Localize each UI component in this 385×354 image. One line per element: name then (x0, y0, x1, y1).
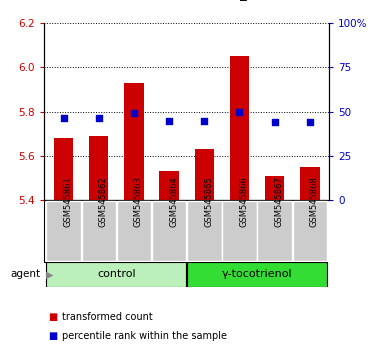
Text: GSM545864: GSM545864 (169, 177, 178, 227)
Point (201, 118, 208, 124)
Bar (265, 176, 285, 200)
Text: ■: ■ (48, 312, 57, 322)
Point (271, 119, 278, 125)
Bar (258, 201, 292, 261)
Point (307, 119, 313, 125)
Bar (54, 138, 73, 200)
Point (96, 115, 102, 120)
Text: ■: ■ (48, 331, 57, 341)
Point (166, 118, 172, 124)
Text: GSM545862: GSM545862 (99, 177, 108, 227)
Text: ▶: ▶ (46, 269, 54, 279)
Text: γ-tocotrienol: γ-tocotrienol (222, 269, 292, 279)
Text: percentile rank within the sample: percentile rank within the sample (62, 331, 227, 341)
Point (236, 110, 243, 115)
Bar (117, 201, 151, 261)
Point (60, 115, 67, 120)
Bar (159, 171, 179, 200)
Text: GSM545865: GSM545865 (204, 177, 213, 227)
Text: GSM545863: GSM545863 (134, 176, 143, 227)
Bar (89, 136, 109, 200)
Bar (46, 262, 186, 287)
Bar (293, 201, 327, 261)
Text: GSM545868: GSM545868 (310, 176, 319, 227)
Bar (187, 201, 221, 261)
Text: GSM545866: GSM545866 (239, 176, 248, 227)
Bar (46, 201, 81, 261)
Bar (300, 167, 320, 200)
Bar (230, 56, 249, 200)
Text: control: control (97, 269, 136, 279)
Bar (222, 201, 257, 261)
Bar (82, 201, 116, 261)
Text: GSM545867: GSM545867 (275, 176, 284, 227)
Bar (124, 83, 144, 200)
Point (131, 110, 137, 116)
Text: transformed count: transformed count (62, 312, 152, 322)
Text: agent: agent (10, 269, 40, 279)
Bar (195, 149, 214, 200)
Bar (187, 262, 327, 287)
Bar (152, 201, 186, 261)
Text: GSM545861: GSM545861 (64, 177, 73, 227)
